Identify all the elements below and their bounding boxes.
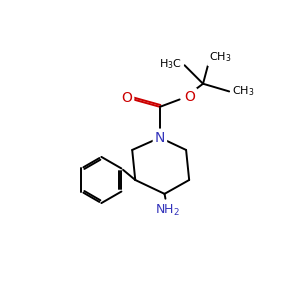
Text: O: O	[184, 90, 195, 104]
Text: O: O	[122, 91, 132, 105]
Text: NH$_2$: NH$_2$	[155, 202, 180, 217]
Text: H$_3$C: H$_3$C	[159, 57, 182, 70]
Text: CH$_3$: CH$_3$	[232, 85, 254, 98]
Text: N: N	[155, 130, 165, 145]
Text: CH$_3$: CH$_3$	[209, 51, 231, 64]
